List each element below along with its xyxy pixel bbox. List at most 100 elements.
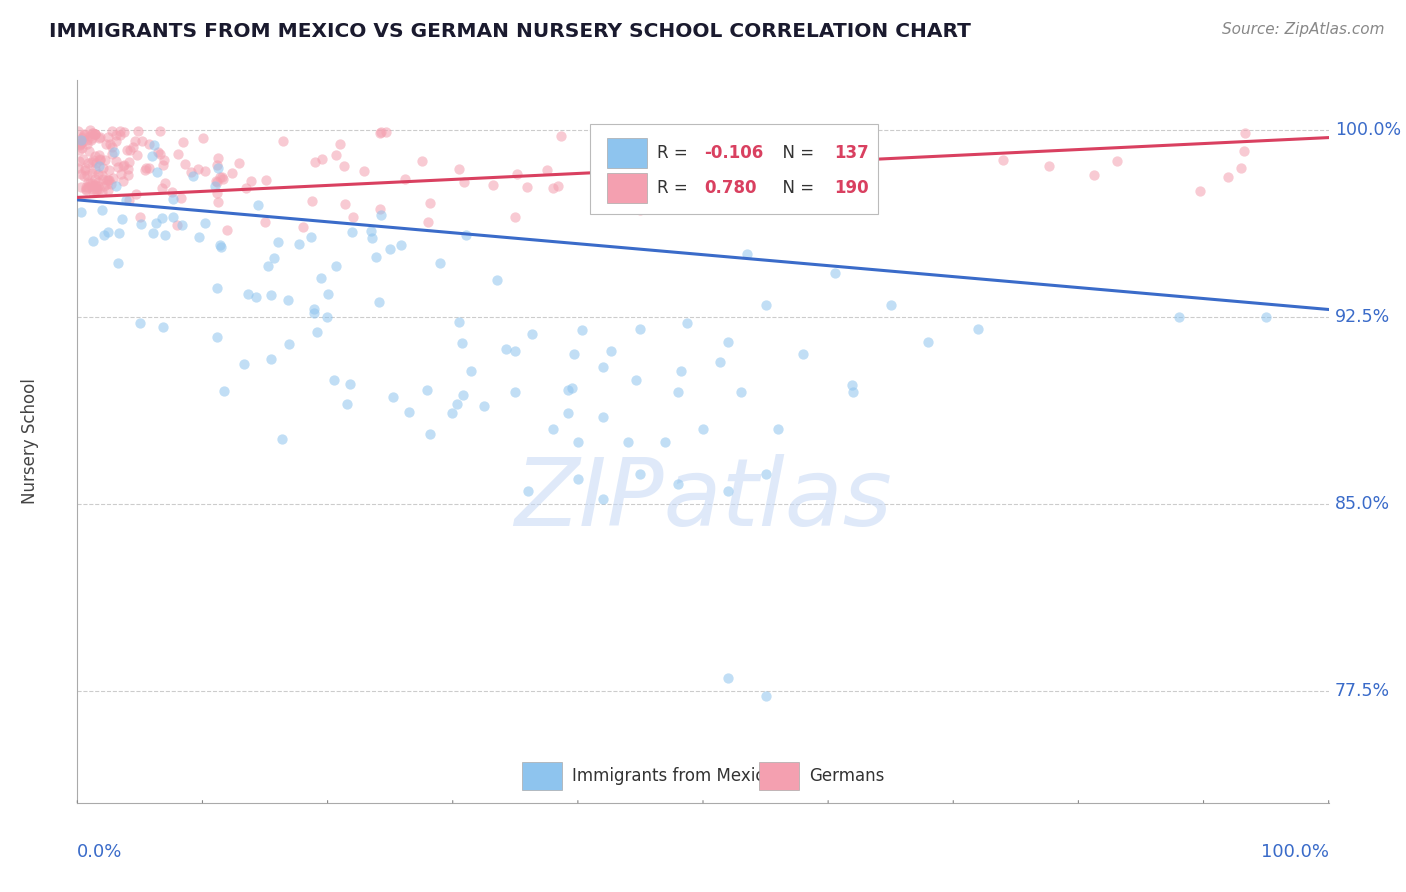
Point (630, 202, 652, 217)
Point (724, 178, 747, 192)
Point (1254, 310, 1277, 324)
Point (76, 156, 98, 170)
Point (84, 127, 107, 141)
Point (638, 185, 661, 199)
Point (103, 145, 125, 160)
Point (143, 138, 166, 153)
Point (332, 159, 354, 173)
Point (97, 173, 120, 187)
Point (82, 155, 104, 169)
Point (79, 123, 101, 137)
Point (107, 160, 129, 174)
Point (302, 301, 325, 316)
Point (84, 172, 107, 186)
Text: N =: N = (772, 179, 820, 197)
Point (72, 134, 94, 148)
Point (69, 136, 91, 150)
Point (67, 143, 90, 157)
Point (263, 251, 285, 265)
Point (84, 178, 107, 192)
Point (1105, 154, 1128, 169)
Point (557, 406, 579, 420)
Point (1216, 169, 1239, 184)
Point (824, 266, 846, 280)
Point (316, 287, 339, 301)
Point (115, 193, 138, 207)
Text: IMMIGRANTS FROM MEXICO VS GERMAN NURSERY SCHOOL CORRELATION CHART: IMMIGRANTS FROM MEXICO VS GERMAN NURSERY… (49, 22, 972, 41)
Point (323, 373, 346, 387)
Point (107, 256, 129, 270)
Point (91, 202, 114, 217)
Text: 77.5%: 77.5% (1334, 681, 1391, 699)
Point (766, 422, 789, 436)
Point (370, 208, 392, 222)
Point (516, 179, 538, 194)
Point (149, 147, 172, 161)
Point (503, 344, 526, 359)
Point (325, 148, 347, 162)
Point (72, 152, 94, 166)
Text: R =: R = (657, 179, 693, 197)
Point (451, 388, 474, 402)
Point (666, 476, 689, 491)
Point (94, 136, 117, 151)
Point (368, 126, 391, 140)
Point (70, 133, 93, 147)
Point (180, 164, 202, 178)
Point (277, 337, 299, 351)
Point (301, 194, 323, 208)
Point (89, 153, 111, 168)
Point (73, 161, 96, 175)
Point (69, 137, 91, 152)
Point (84, 162, 107, 177)
Point (419, 427, 441, 442)
Point (138, 136, 160, 151)
Point (150, 181, 173, 195)
Point (112, 158, 135, 172)
Point (77, 175, 100, 189)
Point (93, 227, 115, 242)
Point (506, 167, 529, 181)
Point (167, 147, 190, 161)
Point (592, 359, 614, 374)
Point (83, 179, 105, 194)
Point (304, 154, 326, 169)
FancyBboxPatch shape (522, 763, 561, 789)
Point (254, 173, 277, 187)
Point (333, 197, 356, 211)
Point (86, 155, 108, 169)
Point (105, 179, 128, 194)
Point (98, 163, 121, 178)
Point (880, 297, 903, 311)
Point (70, 131, 93, 145)
Point (80, 131, 103, 145)
Point (97, 173, 120, 187)
Point (571, 323, 593, 337)
Point (82, 185, 104, 199)
Point (112, 125, 135, 139)
Text: Immigrants from Mexico: Immigrants from Mexico (572, 767, 775, 785)
Point (205, 280, 228, 294)
Point (194, 216, 217, 230)
Point (70, 179, 93, 194)
Point (557, 384, 579, 398)
Text: Source: ZipAtlas.com: Source: ZipAtlas.com (1222, 22, 1385, 37)
Text: R =: R = (657, 145, 693, 162)
Point (110, 211, 132, 226)
Point (76, 168, 98, 182)
Point (160, 185, 183, 199)
Point (152, 158, 174, 172)
Point (97, 130, 120, 145)
Point (260, 288, 283, 302)
Point (381, 390, 404, 404)
Point (307, 325, 329, 339)
Point (503, 211, 526, 225)
Point (536, 162, 558, 177)
Point (993, 153, 1015, 168)
Point (567, 472, 589, 486)
Point (149, 124, 172, 138)
Point (108, 226, 131, 240)
Point (541, 181, 564, 195)
Point (181, 169, 204, 183)
Text: 0.780: 0.780 (704, 179, 756, 197)
